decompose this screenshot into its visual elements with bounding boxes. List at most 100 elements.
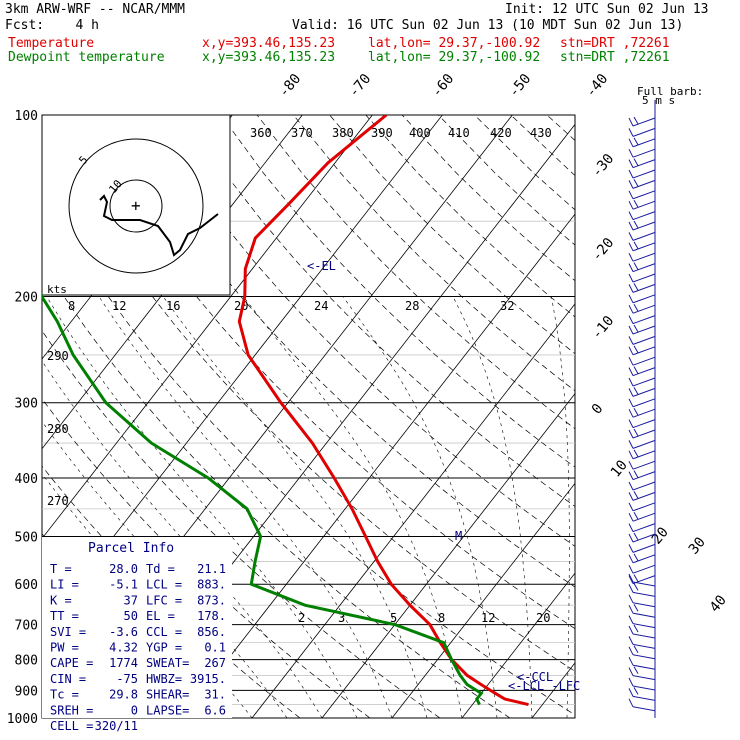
isotherm-label: 30 [686, 534, 709, 557]
isotherm-label: -10 [589, 313, 618, 343]
wind-barb-staff [632, 159, 656, 169]
wind-barb-flag [633, 511, 639, 520]
wind-barb [628, 583, 656, 597]
dry-adiabat [42, 190, 575, 716]
wind-barb-staff [632, 221, 656, 231]
wind-barb-flag [628, 294, 634, 304]
wind-barb-staff [632, 491, 656, 501]
wind-barb-staff [632, 591, 656, 597]
wind-barb-staff [632, 643, 656, 649]
wind-barb [628, 179, 656, 189]
dry-adiabat [148, 115, 575, 547]
parcel-row-value: -3.6 [109, 625, 138, 639]
parcel-row-label: LFC = [146, 593, 182, 607]
isotherm-line [251, 303, 575, 718]
wind-barb-flag [628, 481, 634, 491]
parcel-row-label: SHEAR= [146, 688, 189, 702]
dewpoint-latlon: lat,lon= 29.37,-100.92 [368, 50, 541, 65]
parcel-row-label: CELL = [50, 719, 93, 733]
wind-barb-staff [632, 169, 656, 179]
wind-barb-flag [633, 470, 639, 478]
hodograph-trace [99, 194, 219, 257]
wind-barb-flag [633, 407, 639, 416]
wind-barb-flag [633, 324, 639, 333]
wind-barb-staff [632, 398, 656, 408]
moist-adiabat [42, 360, 323, 718]
theta-label: 400 [409, 126, 431, 140]
wind-barb-flag [628, 584, 634, 593]
pressure-label: 500 [15, 530, 38, 545]
theta-label: 380 [332, 126, 354, 140]
wind-barb-flag [633, 532, 639, 541]
wind-barb-flag [633, 283, 639, 291]
parcel-row-value: 28.0 [109, 562, 138, 576]
parcel-row-value: 6.6 [204, 703, 226, 717]
parcel-row-label: LAPSE= [146, 703, 189, 717]
parcel-row-value: 883. [197, 578, 226, 592]
wind-barb-flag [628, 688, 634, 697]
theta-label: 370 [291, 126, 313, 140]
wind-barb-staff [632, 706, 656, 712]
parcel-row-label: PW = [50, 641, 79, 655]
speed-label: 8 [68, 299, 75, 313]
wind-barb [628, 439, 656, 449]
wind-barb-flag [633, 116, 639, 125]
wind-barb-flag [628, 429, 634, 439]
wind-barb-staff [632, 179, 656, 189]
parcel-row-value: 856. [197, 625, 226, 639]
isotherm-label: -20 [589, 235, 618, 265]
mixing-ratio-label: 5 [390, 611, 397, 625]
wind-barb [628, 594, 656, 608]
isotherm-line [181, 213, 575, 718]
wind-barb-flag [628, 523, 634, 532]
wind-barb-flag [628, 408, 634, 418]
parcel-row-label: HWBZ= [146, 672, 182, 686]
dry-adiabat [510, 115, 575, 176]
dewpoint-legend: Dewpoint temperature [8, 50, 165, 65]
wind-barb-staff [632, 602, 656, 608]
wind-barb [628, 502, 656, 512]
wind-barb-staff [632, 315, 656, 325]
wind-barb-staff [632, 481, 656, 491]
wind-barb [628, 127, 656, 137]
wind-barb-flag [628, 646, 634, 656]
wind-barb [628, 449, 656, 460]
pressure-label: 900 [15, 684, 38, 699]
wind-barb-flag [628, 273, 634, 283]
wind-barb-flag [633, 220, 639, 229]
wind-barb-flag [628, 346, 634, 356]
wind-barb [628, 148, 656, 158]
wind-barb-flag [628, 625, 634, 635]
wind-barb-staff [632, 408, 656, 418]
wind-barb-staff [632, 273, 656, 283]
parcel-row-value: 0 [131, 703, 138, 717]
wind-barb-flag [633, 553, 639, 562]
wind-barb-flag [628, 575, 634, 584]
parcel-row-value: 178. [197, 609, 226, 623]
wind-barb-flag [628, 138, 634, 148]
speed-label: 32 [500, 299, 514, 313]
wind-barb-flag [628, 440, 634, 449]
speed-label: 16 [166, 299, 180, 313]
isotherm-label: -30 [589, 151, 618, 181]
wind-barb-flag [633, 199, 639, 208]
isotherm-label: -40 [583, 71, 612, 101]
wind-barb-flag [628, 564, 634, 574]
isotherm-label: 20 [649, 524, 672, 547]
barb-legend-title: Full barb: [637, 85, 703, 98]
wind-barb [628, 366, 656, 377]
wind-barb [628, 273, 656, 283]
wind-barb-flag [628, 148, 634, 158]
wind-barb-flag [628, 232, 634, 241]
wind-barb-staff [632, 117, 656, 127]
wind-barb-flag [628, 398, 634, 408]
hodograph-center: + [131, 196, 141, 215]
wind-barb-staff [632, 623, 656, 629]
wind-barb-flag [628, 698, 634, 708]
mixing-ratio-label: 2 [298, 611, 305, 625]
mixing-ratio-label: 20 [536, 611, 550, 625]
parcel-info-box [42, 537, 232, 718]
wind-barb [628, 543, 656, 553]
pressure-label: 200 [15, 291, 38, 306]
wind-barb [628, 335, 656, 345]
